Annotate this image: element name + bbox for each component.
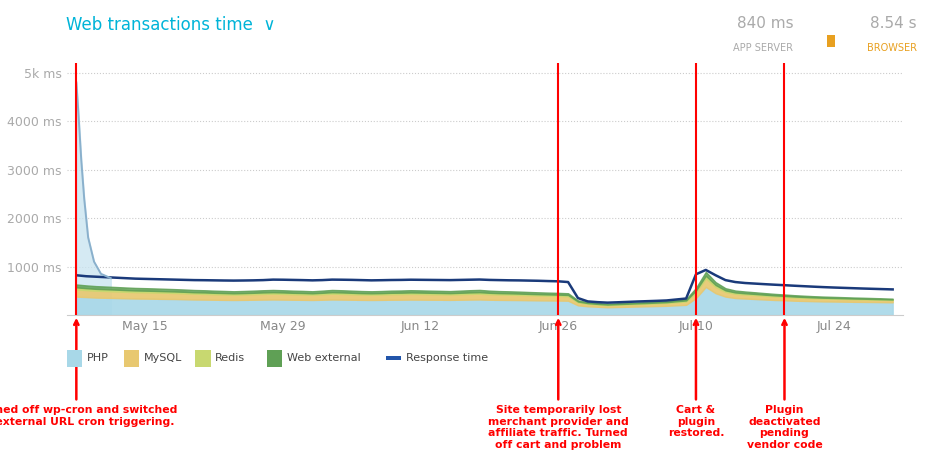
Text: 840 ms: 840 ms bbox=[736, 16, 793, 31]
Text: Site temporarily lost
merchant provider and
affiliate traffic. Turned
off cart a: Site temporarily lost merchant provider … bbox=[488, 320, 629, 450]
Text: Redis: Redis bbox=[216, 353, 245, 363]
Text: Web transactions time  ∨: Web transactions time ∨ bbox=[66, 16, 276, 34]
Text: Turned off wp-cron and switched
to external URL cron triggering.: Turned off wp-cron and switched to exter… bbox=[0, 320, 177, 427]
Text: BROWSER: BROWSER bbox=[866, 43, 917, 53]
Text: Web external: Web external bbox=[287, 353, 360, 363]
Text: Response time: Response time bbox=[406, 353, 487, 363]
Text: MySQL: MySQL bbox=[144, 353, 182, 363]
Text: 8.54 s: 8.54 s bbox=[870, 16, 917, 31]
Text: PHP: PHP bbox=[86, 353, 108, 363]
Text: Plugin
deactivated
pending
vendor code
improvement.: Plugin deactivated pending vendor code i… bbox=[742, 320, 827, 450]
Text: Cart &
plugin
restored.: Cart & plugin restored. bbox=[668, 320, 724, 438]
Text: APP SERVER: APP SERVER bbox=[733, 43, 793, 53]
